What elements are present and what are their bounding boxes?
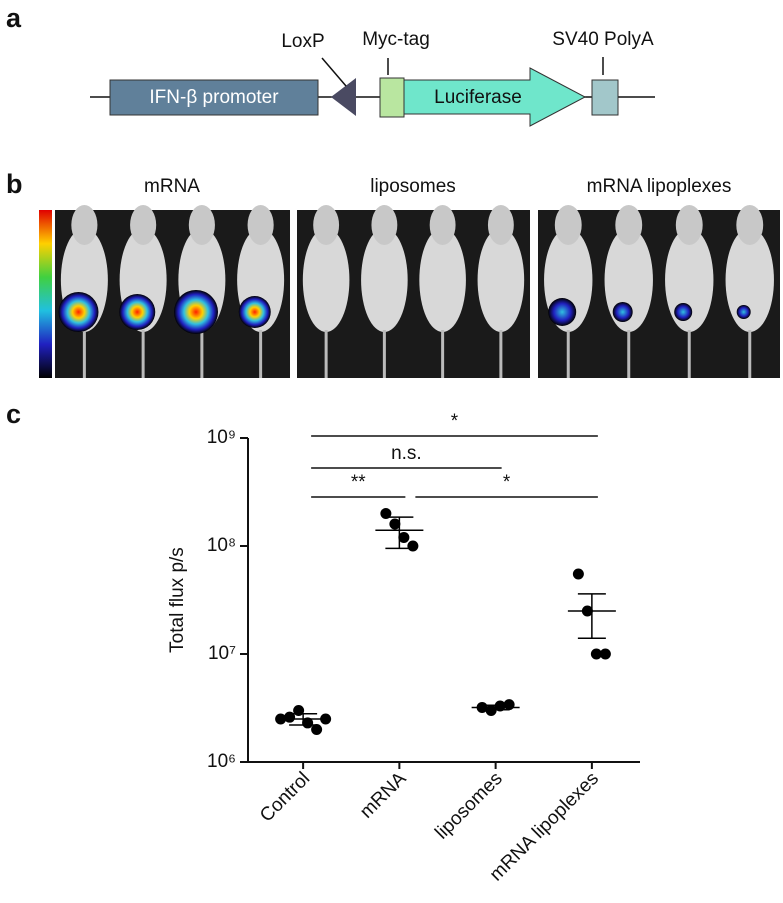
mouse bbox=[361, 228, 408, 332]
x-tick-label: mRNA bbox=[356, 768, 411, 823]
mouse-head bbox=[615, 205, 643, 245]
luminescence bbox=[58, 292, 99, 332]
scatter-chart: 10⁶ 10⁷ 10⁸ 10⁹ Total flux p/s Control mRNA lip… bbox=[167, 411, 640, 885]
data-point bbox=[389, 518, 401, 530]
luminescence bbox=[612, 302, 633, 322]
mouse bbox=[725, 228, 774, 332]
mouse-head bbox=[130, 205, 157, 245]
data-point bbox=[380, 507, 392, 519]
data-point bbox=[572, 568, 584, 580]
luminescence bbox=[238, 296, 271, 328]
luminescence bbox=[174, 290, 218, 334]
group-label: mRNA bbox=[144, 176, 200, 197]
mouse bbox=[477, 228, 525, 332]
mouse bbox=[419, 228, 466, 332]
x-tick-label: Control bbox=[256, 768, 314, 826]
element-label: LoxP bbox=[281, 31, 324, 52]
data-point bbox=[590, 648, 602, 660]
color-scale bbox=[39, 210, 52, 378]
mouse-head bbox=[188, 205, 215, 245]
element-label: Myc-tag bbox=[362, 29, 430, 50]
element-label: SV40 PolyA bbox=[552, 29, 654, 50]
loxp-site bbox=[331, 78, 356, 116]
polya-box bbox=[591, 79, 619, 116]
luminescence bbox=[674, 303, 693, 321]
significance-label: * bbox=[451, 411, 459, 432]
mouse-head bbox=[371, 205, 398, 245]
panel-label: b bbox=[6, 169, 23, 199]
mouse bbox=[302, 228, 350, 332]
luminescence bbox=[736, 305, 751, 319]
data-point bbox=[311, 723, 323, 735]
leader-line bbox=[321, 57, 347, 87]
panel-label: a bbox=[6, 3, 22, 33]
mouse-head bbox=[554, 205, 582, 245]
imaging-panel: mRNA liposomes mRNA lipoplexes bbox=[39, 176, 780, 378]
data-point bbox=[599, 648, 611, 660]
y-tick-label: 10⁸ bbox=[207, 535, 236, 556]
luminescence bbox=[548, 298, 577, 326]
promoter-box bbox=[109, 79, 319, 116]
mouse-head bbox=[675, 205, 703, 245]
mouse-head bbox=[71, 205, 98, 245]
luciferase-arrow bbox=[403, 67, 587, 127]
y-tick-label: 10⁶ bbox=[207, 751, 236, 772]
myc-box bbox=[379, 77, 405, 118]
mouse-head bbox=[247, 205, 274, 245]
group-label: mRNA lipoplexes bbox=[587, 176, 732, 197]
mouse-head bbox=[313, 205, 340, 245]
panel-label: c bbox=[6, 399, 21, 429]
construct-diagram: IFN-β promoter LoxP Myc-tag Luciferase S… bbox=[90, 29, 655, 127]
group-label: liposomes bbox=[370, 176, 456, 197]
significance-label: * bbox=[503, 472, 511, 493]
significance-label: n.s. bbox=[391, 443, 422, 464]
mouse-head bbox=[429, 205, 456, 245]
data-point bbox=[398, 531, 410, 543]
luminescence bbox=[119, 294, 156, 330]
mouse-head bbox=[736, 205, 764, 245]
significance-label: ** bbox=[351, 472, 366, 493]
element-label: Luciferase bbox=[434, 87, 522, 108]
x-tick-label: liposomes bbox=[431, 768, 506, 843]
element-label: IFN-β promoter bbox=[149, 87, 279, 108]
y-tick-label: 10⁷ bbox=[208, 643, 236, 664]
y-axis-label: Total flux p/s bbox=[167, 547, 188, 653]
y-tick-label: 10⁹ bbox=[207, 427, 236, 448]
data-point bbox=[407, 540, 419, 552]
mouse-head bbox=[487, 205, 514, 245]
